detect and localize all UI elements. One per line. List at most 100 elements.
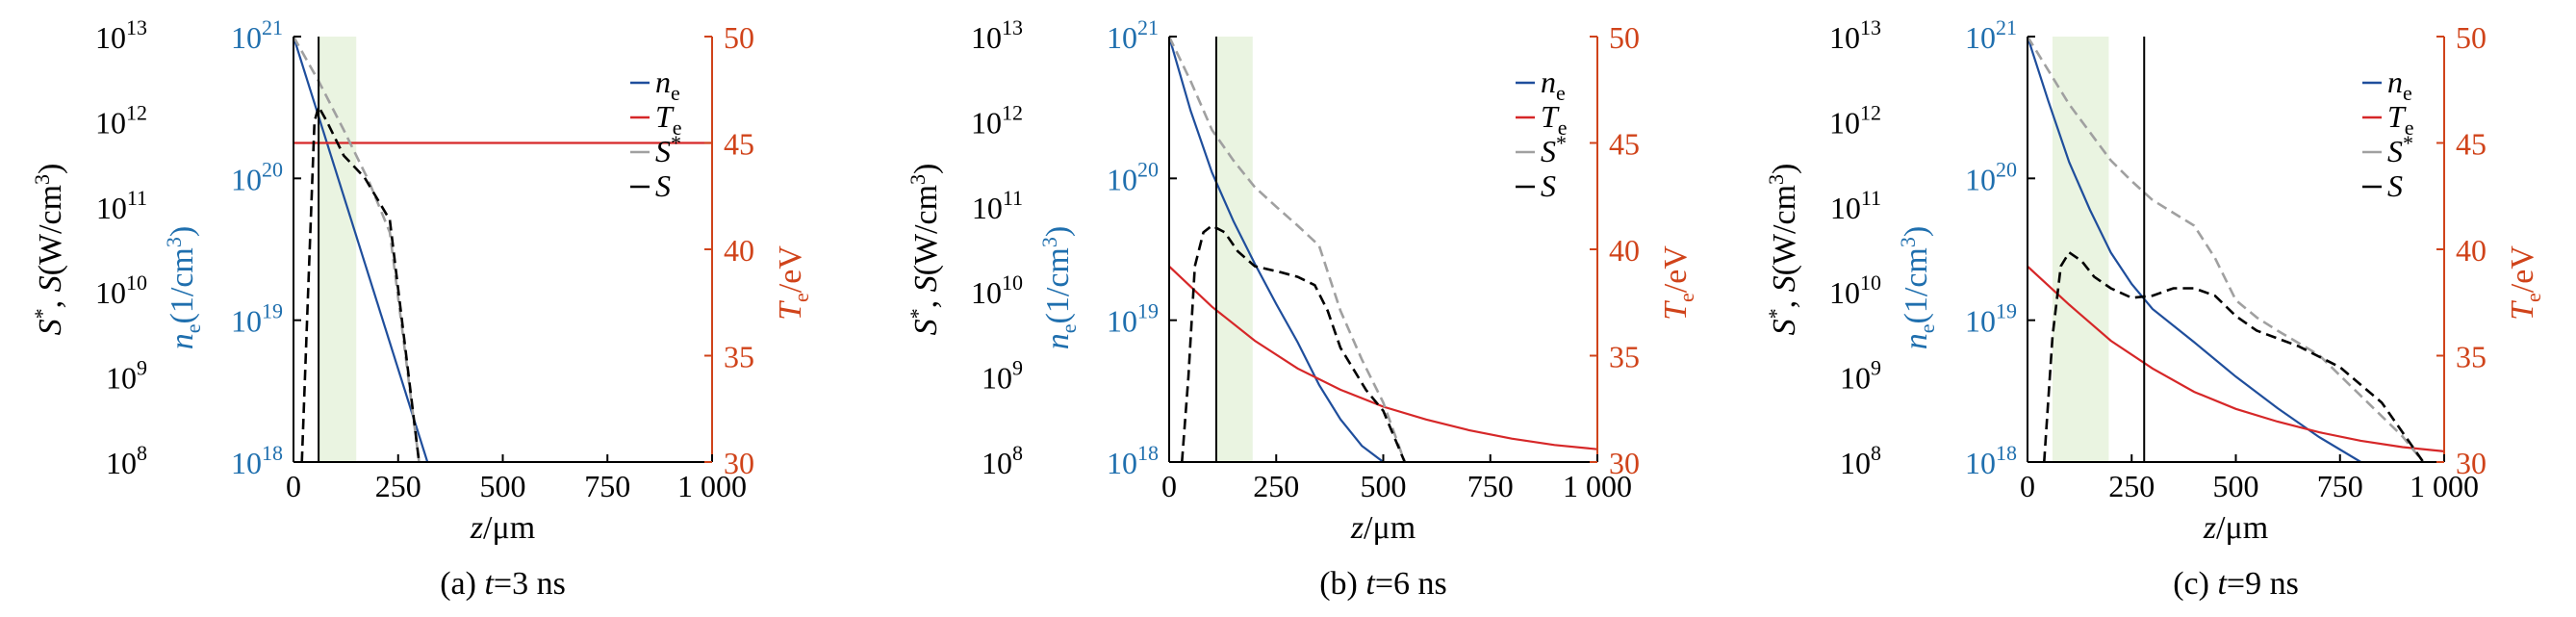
ne-axis-tick-label: 1020 [1965,157,2017,196]
S-axis-tick-label: 109 [1840,356,1881,396]
legend-label: S* [1541,131,1567,168]
series-group [1169,37,1597,462]
S-axis-tick-label: 108 [106,441,147,480]
legend-label: Te [655,99,682,140]
Te-axis-tick-label: 30 [724,446,754,480]
x-tick-label: 500 [2213,469,2259,503]
x-axis-label: z/μm [470,510,535,546]
Te-axis-label: Te/eV [2505,245,2545,321]
Te-axis-tick-label: 45 [2456,127,2487,162]
x-tick-label: 1 000 [677,469,747,503]
S-axis-tick-label: 1013 [1829,15,1881,55]
ne-axis-tick-label: 1019 [1107,299,1159,339]
S-axis-tick-label: 1013 [971,15,1023,55]
S-axis-tick-label: 1012 [971,100,1023,140]
x-tick-label: 250 [375,469,421,503]
legend-label: S* [655,131,681,168]
Te-axis-tick-label: 35 [2456,340,2487,374]
series-line-ne [1169,37,1386,462]
S-axis-tick-label: 1011 [96,186,147,225]
legend-label: S [2387,168,2403,203]
series-line-Sstar [293,37,421,462]
ne-axis-tick-label: 1018 [231,441,283,480]
legend-label: ne [2387,64,2412,105]
chart-panel-3: 0 250 500 750 1 000 z/μm (c) t=9 ns 108 109 1010 1… [1764,15,2545,602]
x-axis-label: z/μm [2203,510,2268,546]
series-line-ne [293,37,429,462]
Te-axis-tick-label: 45 [1609,127,1640,162]
Te-axis-label: Te/eV [773,245,813,321]
S-axis-tick-label: 1011 [972,186,1023,225]
x-tick-label: 250 [2108,469,2155,503]
legend-label: Te [1541,99,1568,140]
x-tick-label: 0 [286,469,301,503]
x-tick-label: 750 [584,469,630,503]
x-tick-label: 0 [1161,469,1177,503]
S-axis-tick-label: 1010 [1829,270,1881,310]
ne-axis-label: ne(1/cm3) [162,226,205,349]
legend-label: S* [2387,131,2413,168]
x-tick-label: 500 [1361,469,1407,503]
shaded-band [319,37,357,462]
x-tick-label: 1 000 [2410,469,2479,503]
ne-axis-label: ne(1/cm3) [1037,226,1081,349]
ne-axis-tick-label: 1021 [1965,15,2017,55]
legend-label: S [655,168,671,203]
Te-axis-tick-label: 40 [724,233,754,268]
series-group [293,37,712,462]
legend-label: S [1541,168,1556,203]
ne-axis-tick-label: 1019 [1965,299,2017,339]
panel-caption: (c) t=9 ns [2173,566,2299,602]
S-axis-tick-label: 1011 [1830,186,1881,225]
ne-axis-tick-label: 1020 [1107,157,1159,196]
series-group [2028,37,2444,462]
S-axis-tick-label: 1010 [971,270,1023,310]
x-tick-label: 250 [1253,469,1299,503]
S-axis-tick-label: 1012 [1829,100,1881,140]
S-axis-tick-label: 1013 [95,15,147,55]
legend-label: ne [655,64,680,105]
chart-panel-1: 0 250 500 750 1 000 z/μm (a) t=3 ns 108 109 1010 1… [30,15,813,602]
Te-axis-label: Te/eV [1658,245,1698,321]
ne-axis-label: ne(1/cm3) [1896,226,1939,349]
Te-axis-tick-label: 35 [1609,340,1640,374]
series-line-Sstar [2028,37,2425,462]
S-axis-tick-label: 108 [1840,441,1881,480]
S-axis-label: S*, S(W/cm3) [30,164,68,336]
S-axis-label: S*, S(W/cm3) [1764,164,1802,336]
ne-axis-tick-label: 1021 [231,15,283,55]
Te-axis-tick-label: 30 [2456,446,2487,480]
S-axis-tick-label: 109 [982,356,1023,396]
panel-caption: (b) t=6 ns [1319,566,1447,602]
series-line-S [1181,223,1406,462]
Te-axis-tick-label: 30 [1609,446,1640,480]
legend-label: ne [1541,64,1566,105]
ne-axis-tick-label: 1021 [1107,15,1159,55]
S-axis-tick-label: 108 [982,441,1023,480]
S-axis-tick-label: 109 [106,356,147,396]
ne-axis-tick-label: 1020 [231,157,283,196]
x-axis-label: z/μm [1350,510,1416,546]
legend-label: Te [2387,99,2414,140]
ne-axis-tick-label: 1018 [1107,441,1159,480]
series-line-Sstar [1169,37,1407,462]
x-tick-label: 500 [480,469,526,503]
S-axis-label: S*, S(W/cm3) [905,164,944,336]
Te-axis-tick-label: 40 [2456,233,2487,268]
series-line-S [2043,250,2425,462]
Te-axis-tick-label: 50 [2456,20,2487,55]
Te-axis-tick-label: 50 [724,20,754,55]
Te-axis-tick-label: 35 [724,340,754,374]
chart-panel-2: 0 250 500 750 1 000 z/μm (b) t=6 ns 108 109 1010 1… [905,15,1698,602]
x-tick-label: 750 [2317,469,2363,503]
S-axis-tick-label: 1010 [95,270,147,310]
x-tick-label: 0 [2020,469,2035,503]
series-line-Te [1169,265,1597,450]
Te-axis-tick-label: 50 [1609,20,1640,55]
x-tick-label: 750 [1467,469,1514,503]
S-axis-tick-label: 1012 [95,100,147,140]
